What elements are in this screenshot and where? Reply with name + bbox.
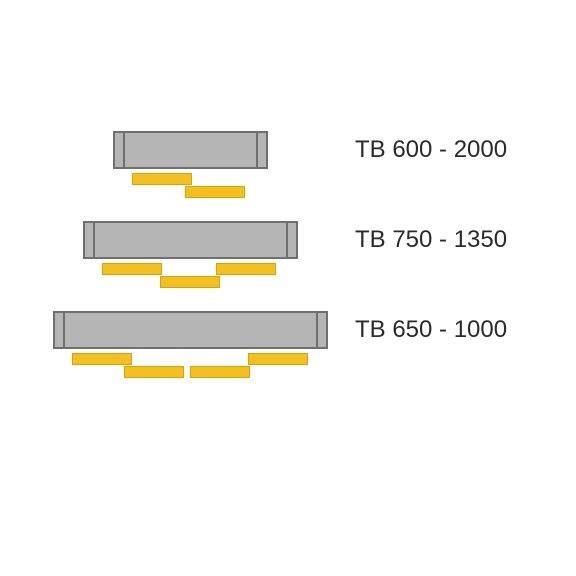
row-label: TB 750 - 1350 [355, 226, 507, 254]
diagram-canvas: { "colors": { "bar_fill": "#b5b5b5", "ba… [0, 0, 576, 576]
bar-unit [83, 221, 298, 259]
bar-body [93, 221, 288, 259]
bar-cap-right [256, 131, 268, 169]
size-row-2: TB 650 - 1000 [0, 311, 576, 381]
bar-unit [53, 311, 328, 349]
chip [72, 353, 132, 365]
chip [132, 173, 192, 185]
row-label: TB 650 - 1000 [355, 316, 507, 344]
bar-unit [113, 131, 268, 169]
chip [102, 263, 162, 275]
bar-body [123, 131, 258, 169]
size-row-1: TB 750 - 1350 [0, 221, 576, 291]
row-label: TB 600 - 2000 [355, 136, 507, 164]
chip [185, 186, 245, 198]
bar-cap-right [286, 221, 298, 259]
chip [190, 366, 250, 378]
chip [160, 276, 220, 288]
chip [216, 263, 276, 275]
chip [124, 366, 184, 378]
bar-body [63, 311, 318, 349]
chip [248, 353, 308, 365]
size-row-0: TB 600 - 2000 [0, 131, 576, 201]
bar-cap-right [316, 311, 328, 349]
